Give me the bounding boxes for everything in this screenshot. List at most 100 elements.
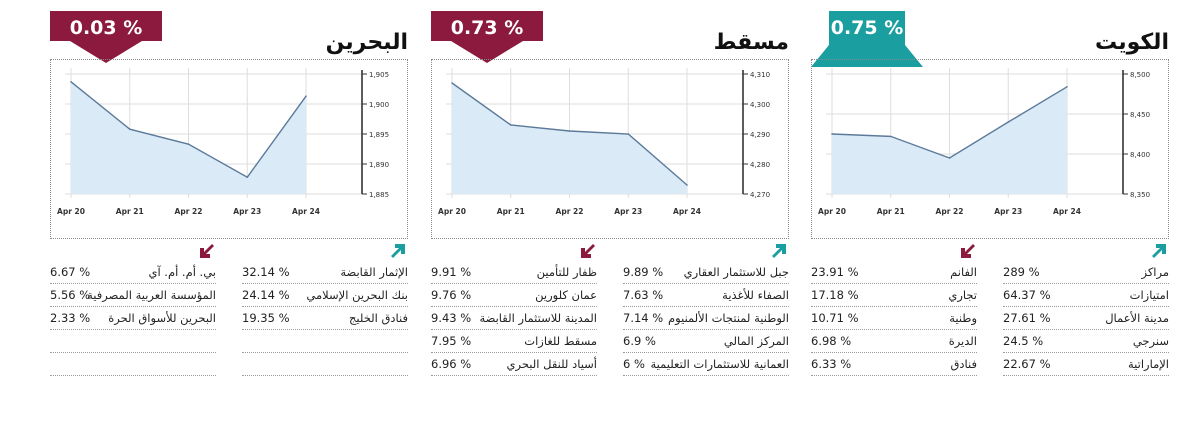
y-tick-label: 1,900 [369, 101, 389, 109]
y-tick-label: 1,905 [369, 71, 389, 79]
stock-change: 6.33 % [811, 357, 852, 371]
stock-name: العمانية للاستثمارات التعليمية [650, 357, 790, 371]
stock-name: فنادق [950, 357, 977, 371]
stock-name: الفانم [950, 265, 977, 279]
arrow-shape [772, 244, 786, 258]
y-tick-label: 1,885 [369, 191, 389, 199]
arrow-down-left-icon [200, 244, 214, 258]
list-item: الإثمار القابضة 32.14 % [242, 261, 408, 284]
stock-change: 6 % [623, 357, 645, 371]
stock-name: بنك البحرين الإسلامي [306, 288, 408, 302]
index-chart-svg: 4,270 4,280 4,290 4,300 4,310 Apr 20 Apr 21 Apr… [438, 68, 770, 216]
arrow-shape [581, 244, 595, 258]
x-tick-label: Apr 24 [1053, 207, 1081, 216]
x-tick-label: Apr 23 [233, 207, 261, 216]
arrow-shape [961, 244, 975, 258]
x-tick-label: Apr 20 [438, 207, 466, 216]
stock-change: 6.96 % [431, 357, 472, 371]
list-item: المركز المالي 6.9 % [623, 330, 789, 353]
list-item: الإماراتية 22.67 % [1003, 353, 1169, 376]
market-title: مسقط [713, 30, 789, 55]
data-point [509, 124, 512, 126]
stock-change: 5.56 % [50, 288, 91, 302]
data-point [246, 176, 249, 178]
x-tick-label: Apr 21 [116, 207, 144, 216]
list-item: جبل للاستثمار العقاري 9.89 % [623, 261, 789, 284]
list-item [50, 330, 216, 353]
x-tick-label: Apr 21 [877, 207, 905, 216]
list-item [242, 330, 408, 353]
y-tick-label: 8,450 [1130, 111, 1150, 119]
arrow-up-right-icon [1152, 244, 1166, 258]
y-tick-label: 1,890 [369, 161, 389, 169]
list-item: الديرة 6.98 % [811, 330, 977, 353]
badge-shape [811, 11, 923, 67]
list-item: المؤسسة العربية المصرفية 5.56 % [50, 284, 216, 307]
list-item: مدينة الأعمال 27.61 % [1003, 307, 1169, 330]
data-point [70, 81, 72, 83]
stock-name: فنادق الخليج [349, 311, 408, 325]
list-item: وطنية 10.71 % [811, 307, 977, 330]
stock-name: الإثمار القابضة [340, 265, 408, 279]
list-item: فنادق الخليج 19.35 % [242, 307, 408, 330]
stock-change: 7.63 % [623, 288, 664, 302]
change-badge: 0.03 % [50, 11, 162, 67]
stock-change: 27.61 % [1003, 311, 1051, 325]
list-item: سنرجي 24.5 % [1003, 330, 1169, 353]
area-fill [71, 81, 306, 194]
data-point [889, 135, 892, 138]
x-tick-label: Apr 22 [175, 207, 203, 216]
index-chart-svg: 8,350 8,400 8,450 8,500 Apr 20 Apr 21 Apr 22 Ap… [818, 68, 1150, 216]
data-point [627, 133, 630, 135]
list-item: العمانية للاستثمارات التعليمية 6 % [623, 353, 789, 376]
y-tick-label: 4,300 [750, 101, 770, 109]
index-chart: 1,885 1,890 1,895 1,900 1,905 Apr 20 Apr 21 Apr… [50, 59, 408, 239]
badge-shape [50, 11, 162, 63]
list-item: بي. أم. أم. آي 6.67 % [50, 261, 216, 284]
change-value: 0.03 % [69, 17, 143, 39]
y-tick-label: 4,310 [750, 71, 770, 79]
stock-name: الوطنية لمنتجات الألمنيوم [668, 311, 789, 325]
stock-name: أسياد للنقل البحري [506, 357, 597, 371]
stock-change: 6.67 % [50, 265, 91, 279]
y-tick-label: 4,290 [750, 131, 770, 139]
stock-change: 7.14 % [623, 311, 664, 325]
stock-name: امتيازات [1129, 288, 1169, 302]
stock-name: المركز المالي [723, 334, 789, 348]
stock-name: جبل للاستثمار العقاري [683, 265, 789, 279]
stock-change: 2.33 % [50, 311, 91, 325]
market-title: الكويت [1095, 30, 1169, 55]
data-point [568, 130, 571, 132]
list-item [50, 353, 216, 376]
y-tick-label: 8,500 [1130, 71, 1150, 79]
list-item: مراكز 289 % [1003, 261, 1169, 284]
list-item: مسقط للغازات 7.95 % [431, 330, 597, 353]
data-point [128, 128, 131, 130]
x-tick-label: Apr 23 [614, 207, 642, 216]
gainers-list: الإثمار القابضة 32.14 % بنك البحرين الإسلا… [242, 261, 408, 376]
stock-change: 7.95 % [431, 334, 472, 348]
list-item: عمان كلورين 9.76 % [431, 284, 597, 307]
list-item: الفانم 23.91 % [811, 261, 977, 284]
stock-change: 9.43 % [431, 311, 472, 325]
stock-change: 24.5 % [1003, 334, 1044, 348]
x-tick-label: Apr 20 [57, 207, 85, 216]
stock-change: 32.14 % [242, 265, 290, 279]
market-panel-muscat: 0.73 % مسقط 4,270 4,280 4,290 4,300 4,310 Apr… [431, 8, 789, 388]
x-tick-label: Apr 20 [818, 207, 846, 216]
arrow-shape [1152, 244, 1166, 258]
stock-name: تجاري [948, 288, 977, 302]
data-point [451, 82, 453, 84]
badge-polygon [50, 11, 162, 63]
y-tick-label: 8,350 [1130, 191, 1150, 199]
list-item: فنادق 6.33 % [811, 353, 977, 376]
market-title: البحرين [325, 30, 408, 55]
stock-name: مراكز [1141, 265, 1169, 279]
stock-name: الصفاء للأغذية [722, 288, 789, 302]
stock-change: 6.9 % [623, 334, 656, 348]
badge-shape [431, 11, 543, 63]
list-item: أسياد للنقل البحري 6.96 % [431, 353, 597, 376]
stock-name: وطنية [949, 311, 977, 325]
list-item: الوطنية لمنتجات الألمنيوم 7.14 % [623, 307, 789, 330]
stock-name: ظفار للتأمين [536, 265, 597, 279]
